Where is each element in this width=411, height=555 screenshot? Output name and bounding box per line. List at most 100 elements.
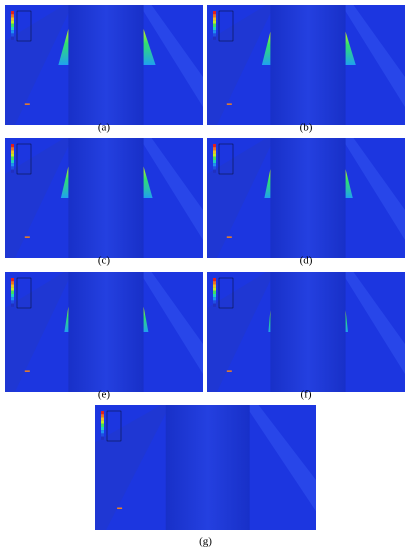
panel-image <box>207 272 405 392</box>
left-band <box>5 272 73 392</box>
colorbar-cell <box>11 17 14 21</box>
colorbar-cell <box>213 166 216 170</box>
colorbar-cell <box>213 297 216 301</box>
center-column <box>270 272 346 392</box>
center-column <box>68 138 144 258</box>
left-band <box>5 138 73 258</box>
center-column <box>270 138 346 258</box>
colorbar-cell <box>213 150 216 154</box>
scale-marker <box>226 103 232 105</box>
colorbar-cell <box>11 144 14 148</box>
colorbar-cell <box>11 150 14 154</box>
colorbar-cell <box>101 423 104 427</box>
colorbar-cell <box>213 20 216 24</box>
colorbar-cell <box>11 36 14 40</box>
legend-box <box>218 10 234 42</box>
colorbar-cell <box>213 294 216 298</box>
colorbar-cell <box>11 284 14 288</box>
colorbar-cell <box>11 303 14 307</box>
right-band <box>245 405 316 512</box>
legend-box <box>106 410 122 442</box>
right-band <box>139 5 203 107</box>
left-band <box>207 138 275 258</box>
left-band <box>95 405 171 530</box>
colorbar-cell <box>213 147 216 151</box>
colorbar-cell <box>11 27 14 31</box>
panel-image <box>5 138 203 258</box>
colorbar-cell <box>213 11 216 15</box>
center-column <box>68 5 144 125</box>
right-band <box>341 138 405 240</box>
colorbar-cell <box>11 14 14 18</box>
colorbar-cell <box>101 433 104 437</box>
stress-spot <box>143 29 156 65</box>
panel-label: (g) <box>199 536 212 548</box>
colorbar-cell <box>101 411 104 415</box>
colorbar-cell <box>11 20 14 24</box>
colorbar-cell <box>11 156 14 160</box>
colorbar-cell <box>213 300 216 304</box>
left-band <box>207 5 275 125</box>
colorbar-cell <box>11 147 14 151</box>
legend-box <box>16 10 32 42</box>
colorbar-cell <box>213 169 216 173</box>
colorbar-cell <box>213 163 216 167</box>
right-band <box>341 5 405 107</box>
colorbar-cell <box>213 17 216 21</box>
panel-label: (d) <box>300 255 313 267</box>
colorbar-cell <box>101 427 104 431</box>
colorbar-cell <box>213 33 216 37</box>
colorbar-cell <box>11 290 14 294</box>
scale-marker <box>24 103 30 105</box>
legend-box <box>218 143 234 175</box>
stress-spot <box>64 306 69 332</box>
panel-label: (e) <box>98 389 111 401</box>
colorbar-cell <box>213 303 216 307</box>
colorbar-cell <box>101 436 104 440</box>
colorbar-cell <box>11 11 14 15</box>
colorbar-cell <box>101 417 104 421</box>
panel-label: (c) <box>98 255 111 267</box>
stress-spot <box>60 166 69 198</box>
colorbar-cell <box>11 23 14 27</box>
colorbar-cell <box>213 27 216 31</box>
right-band <box>139 272 203 374</box>
legend-box <box>218 277 234 309</box>
stress-spot <box>345 310 348 332</box>
scale-marker <box>117 507 123 509</box>
colorbar-cell <box>213 23 216 27</box>
colorbar-cell <box>213 30 216 34</box>
scale-marker <box>226 236 232 238</box>
colorbar-cell <box>11 169 14 173</box>
colorbar-cell <box>213 36 216 40</box>
panel-image <box>5 272 203 392</box>
left-band <box>207 272 275 392</box>
stress-spot <box>143 166 153 198</box>
colorbar-cell <box>11 33 14 37</box>
colorbar-cell <box>213 278 216 282</box>
colorbar-cell <box>11 294 14 298</box>
colorbar-cell <box>11 287 14 291</box>
panel-image <box>207 138 405 258</box>
colorbar-cell <box>11 278 14 282</box>
panel-label: (b) <box>300 122 313 134</box>
legend-box <box>16 143 32 175</box>
colorbar-cell <box>213 14 216 18</box>
panel-label: (f) <box>301 389 312 401</box>
colorbar-cell <box>213 156 216 160</box>
stress-spot <box>268 310 271 332</box>
colorbar-cell <box>11 153 14 157</box>
right-band <box>341 272 405 374</box>
center-column <box>68 272 144 392</box>
colorbar-cell <box>11 166 14 170</box>
colorbar-cell <box>213 144 216 148</box>
scale-marker <box>226 370 232 372</box>
colorbar-cell <box>213 284 216 288</box>
colorbar-cell <box>101 414 104 418</box>
stress-spot <box>58 29 69 65</box>
center-column <box>165 405 250 530</box>
colorbar-cell <box>101 430 104 434</box>
panel-image <box>95 405 316 530</box>
colorbar-cell <box>101 420 104 424</box>
